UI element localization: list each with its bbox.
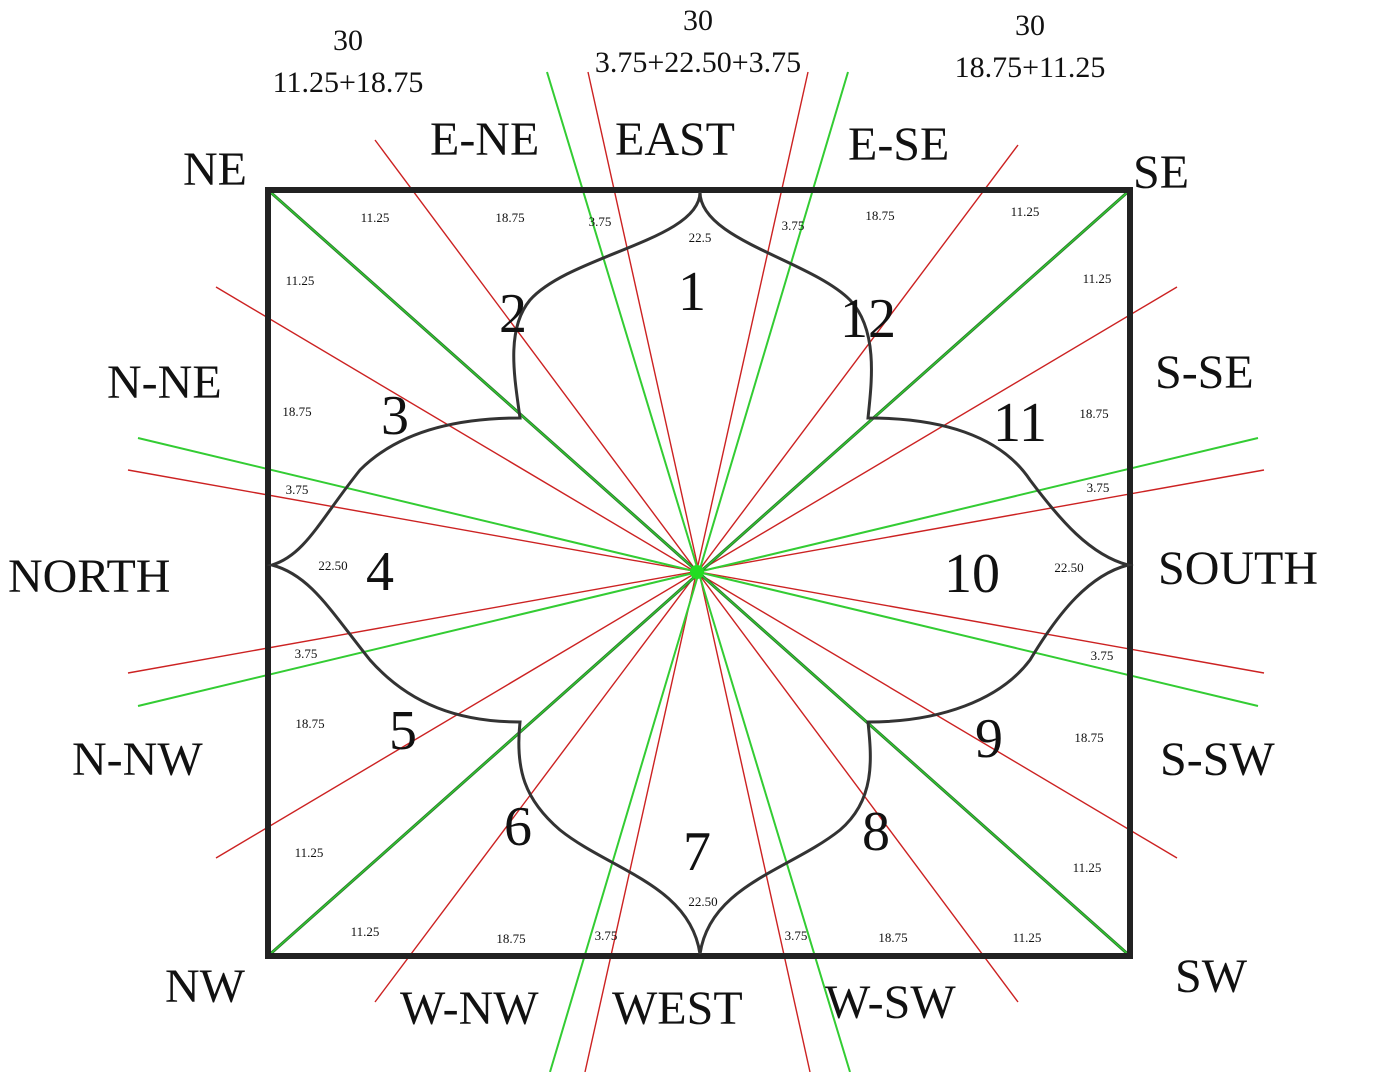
degree-label: 11.25 <box>1073 860 1102 875</box>
direction-e-ne: E-NE <box>430 113 539 166</box>
center-point <box>690 565 704 579</box>
degree-label: 18.75 <box>282 404 311 419</box>
direction-s-sw: S-SW <box>1160 733 1275 786</box>
house-number: 6 <box>504 796 532 858</box>
degree-label: 18.75 <box>295 716 324 731</box>
direction-south: SOUTH <box>1158 542 1318 595</box>
house-number: 3 <box>381 385 409 447</box>
degree-label: 22.50 <box>1054 560 1083 575</box>
house-number: 1 <box>678 261 706 323</box>
degree-label: 3.75 <box>295 646 318 661</box>
direction-n-ne: N-NE <box>107 356 222 409</box>
degree-label: 3.75 <box>589 214 612 229</box>
degree-label: 11.25 <box>351 924 380 939</box>
top-note-center-total: 30 <box>683 4 713 37</box>
top-note-left-split: 11.25+18.75 <box>273 66 424 99</box>
degree-label: 3.75 <box>1091 648 1114 663</box>
degree-label: 18.75 <box>1074 730 1103 745</box>
direction-ne: NE <box>183 143 247 196</box>
petal-outline <box>266 191 1134 955</box>
degree-label: 11.25 <box>361 210 390 225</box>
house-number: 4 <box>366 541 394 603</box>
degree-label: 3.75 <box>1087 480 1110 495</box>
direction-west: WEST <box>612 982 743 1035</box>
degree-label: 18.75 <box>865 208 894 223</box>
degree-label: 22.50 <box>688 894 717 909</box>
direction-sw: SW <box>1175 950 1248 1003</box>
direction-north: NORTH <box>8 550 170 603</box>
direction-nw: NW <box>165 960 246 1013</box>
direction-se: SE <box>1133 146 1189 199</box>
degree-label: 18.75 <box>495 210 524 225</box>
degree-label: 11.25 <box>1011 204 1040 219</box>
degree-label: 11.25 <box>286 273 315 288</box>
degree-label: 11.25 <box>1013 930 1042 945</box>
degree-label: 11.25 <box>295 845 324 860</box>
top-note-center-split: 3.75+22.50+3.75 <box>595 46 801 79</box>
degree-label: 18.75 <box>496 931 525 946</box>
degree-label: 3.75 <box>782 218 805 233</box>
house-number: 9 <box>975 708 1003 770</box>
direction-w-sw: W-SW <box>825 976 956 1029</box>
outer-frame <box>265 187 1133 959</box>
house-number: 10 <box>944 543 1000 605</box>
top-note-left-total: 30 <box>333 24 363 57</box>
degree-label: 3.75 <box>595 928 618 943</box>
degree-label: 3.75 <box>286 482 309 497</box>
degree-label: 22.50 <box>318 558 347 573</box>
degree-label: 11.25 <box>1083 271 1112 286</box>
house-number: 8 <box>862 801 890 863</box>
direction-east: EAST <box>615 113 735 166</box>
degree-label: 3.75 <box>785 928 808 943</box>
house-number: 2 <box>499 283 527 345</box>
direction-e-se: E-SE <box>848 118 949 171</box>
top-note-right-split: 18.75+11.25 <box>955 51 1106 84</box>
direction-n-nw: N-NW <box>72 733 203 786</box>
top-note-right-total: 30 <box>1015 9 1045 42</box>
direction-s-se: S-SE <box>1155 346 1254 399</box>
degree-label: 18.75 <box>1079 406 1108 421</box>
house-number: 7 <box>683 821 711 883</box>
degree-label: 18.75 <box>878 930 907 945</box>
house-number: 12 <box>840 288 896 350</box>
direction-w-nw: W-NW <box>400 982 539 1035</box>
house-number: 11 <box>993 392 1047 454</box>
degree-label: 22.5 <box>689 230 712 245</box>
house-number: 5 <box>389 700 417 762</box>
